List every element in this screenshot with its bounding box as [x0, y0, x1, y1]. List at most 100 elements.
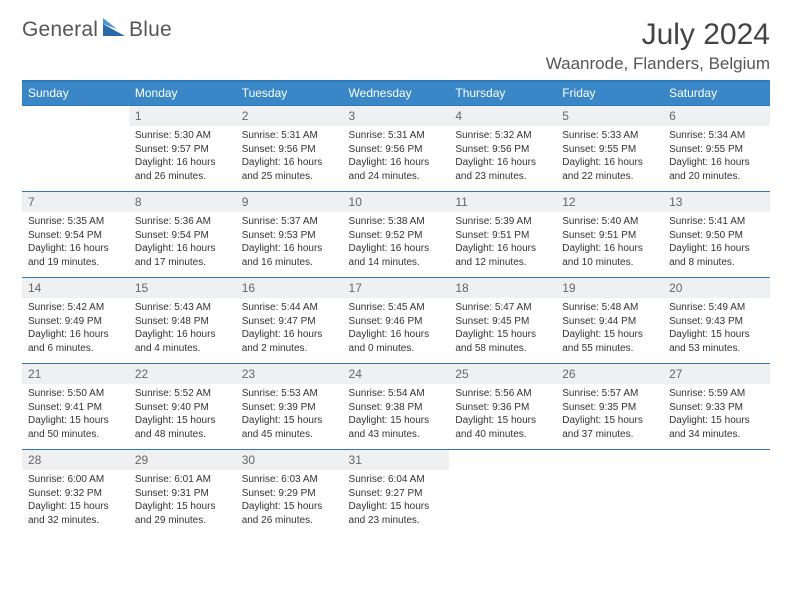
daylight-line: Daylight: 15 hours and 53 minutes. — [669, 328, 764, 355]
daylight-line: Daylight: 15 hours and 48 minutes. — [135, 414, 230, 441]
week-daynum-row: 21222324252627 — [22, 364, 770, 385]
sunset-line: Sunset: 9:33 PM — [669, 401, 764, 415]
day-number-cell: 10 — [343, 192, 450, 213]
day-info-cell: Sunrise: 5:30 AMSunset: 9:57 PMDaylight:… — [129, 126, 236, 192]
daylight-line: Daylight: 16 hours and 6 minutes. — [28, 328, 123, 355]
sunset-line: Sunset: 9:51 PM — [562, 229, 657, 243]
day-info-cell: Sunrise: 5:32 AMSunset: 9:56 PMDaylight:… — [449, 126, 556, 192]
sunrise-line: Sunrise: 5:33 AM — [562, 129, 657, 143]
day-info-cell — [556, 470, 663, 535]
sunset-line: Sunset: 9:40 PM — [135, 401, 230, 415]
daylight-line: Daylight: 16 hours and 14 minutes. — [349, 242, 444, 269]
day-info-cell: Sunrise: 5:40 AMSunset: 9:51 PMDaylight:… — [556, 212, 663, 278]
day-info-cell — [449, 470, 556, 535]
sunset-line: Sunset: 9:47 PM — [242, 315, 337, 329]
day-number-cell: 13 — [663, 192, 770, 213]
sunrise-line: Sunrise: 5:38 AM — [349, 215, 444, 229]
sunset-line: Sunset: 9:38 PM — [349, 401, 444, 415]
sunrise-line: Sunrise: 5:40 AM — [562, 215, 657, 229]
sunset-line: Sunset: 9:39 PM — [242, 401, 337, 415]
day-number-cell: 20 — [663, 278, 770, 299]
sunset-line: Sunset: 9:29 PM — [242, 487, 337, 501]
sunrise-line: Sunrise: 5:37 AM — [242, 215, 337, 229]
sunrise-line: Sunrise: 5:42 AM — [28, 301, 123, 315]
day-number-cell: 6 — [663, 106, 770, 127]
daylight-line: Daylight: 16 hours and 4 minutes. — [135, 328, 230, 355]
day-info-cell: Sunrise: 6:01 AMSunset: 9:31 PMDaylight:… — [129, 470, 236, 535]
daylight-line: Daylight: 16 hours and 16 minutes. — [242, 242, 337, 269]
daylight-line: Daylight: 15 hours and 34 minutes. — [669, 414, 764, 441]
day-number-cell — [556, 450, 663, 471]
week-info-row: Sunrise: 5:42 AMSunset: 9:49 PMDaylight:… — [22, 298, 770, 364]
week-info-row: Sunrise: 6:00 AMSunset: 9:32 PMDaylight:… — [22, 470, 770, 535]
sunset-line: Sunset: 9:45 PM — [455, 315, 550, 329]
day-header: Monday — [129, 81, 236, 106]
sunrise-line: Sunrise: 5:49 AM — [669, 301, 764, 315]
daylight-line: Daylight: 16 hours and 24 minutes. — [349, 156, 444, 183]
day-info-cell: Sunrise: 5:54 AMSunset: 9:38 PMDaylight:… — [343, 384, 450, 450]
daylight-line: Daylight: 15 hours and 37 minutes. — [562, 414, 657, 441]
day-info-cell: Sunrise: 5:36 AMSunset: 9:54 PMDaylight:… — [129, 212, 236, 278]
sunrise-line: Sunrise: 5:50 AM — [28, 387, 123, 401]
sunrise-line: Sunrise: 5:48 AM — [562, 301, 657, 315]
daylight-line: Daylight: 15 hours and 45 minutes. — [242, 414, 337, 441]
daylight-line: Daylight: 16 hours and 0 minutes. — [349, 328, 444, 355]
daylight-line: Daylight: 15 hours and 58 minutes. — [455, 328, 550, 355]
sunrise-line: Sunrise: 5:45 AM — [349, 301, 444, 315]
day-number-cell: 21 — [22, 364, 129, 385]
day-number-cell: 18 — [449, 278, 556, 299]
day-info-cell: Sunrise: 5:41 AMSunset: 9:50 PMDaylight:… — [663, 212, 770, 278]
sunset-line: Sunset: 9:35 PM — [562, 401, 657, 415]
sunrise-line: Sunrise: 5:32 AM — [455, 129, 550, 143]
sunrise-line: Sunrise: 5:44 AM — [242, 301, 337, 315]
daylight-line: Daylight: 16 hours and 25 minutes. — [242, 156, 337, 183]
sunset-line: Sunset: 9:50 PM — [669, 229, 764, 243]
day-number-cell: 9 — [236, 192, 343, 213]
day-number-cell — [663, 450, 770, 471]
day-info-cell: Sunrise: 5:31 AMSunset: 9:56 PMDaylight:… — [236, 126, 343, 192]
sunrise-line: Sunrise: 5:31 AM — [242, 129, 337, 143]
daylight-line: Daylight: 16 hours and 10 minutes. — [562, 242, 657, 269]
sunrise-line: Sunrise: 5:35 AM — [28, 215, 123, 229]
day-header: Thursday — [449, 81, 556, 106]
daylight-line: Daylight: 15 hours and 43 minutes. — [349, 414, 444, 441]
day-number-cell: 17 — [343, 278, 450, 299]
sunset-line: Sunset: 9:44 PM — [562, 315, 657, 329]
day-info-cell: Sunrise: 5:56 AMSunset: 9:36 PMDaylight:… — [449, 384, 556, 450]
day-number-cell: 2 — [236, 106, 343, 127]
location-text: Waanrode, Flanders, Belgium — [546, 54, 770, 74]
day-info-cell: Sunrise: 5:57 AMSunset: 9:35 PMDaylight:… — [556, 384, 663, 450]
day-number-cell: 14 — [22, 278, 129, 299]
week-daynum-row: 78910111213 — [22, 192, 770, 213]
day-number-cell: 7 — [22, 192, 129, 213]
calendar-body: 123456 Sunrise: 5:30 AMSunset: 9:57 PMDa… — [22, 106, 770, 536]
calendar-table: SundayMondayTuesdayWednesdayThursdayFrid… — [22, 80, 770, 535]
day-info-cell: Sunrise: 5:37 AMSunset: 9:53 PMDaylight:… — [236, 212, 343, 278]
day-info-cell: Sunrise: 5:47 AMSunset: 9:45 PMDaylight:… — [449, 298, 556, 364]
day-number-cell: 27 — [663, 364, 770, 385]
sunrise-line: Sunrise: 5:59 AM — [669, 387, 764, 401]
day-info-cell: Sunrise: 5:50 AMSunset: 9:41 PMDaylight:… — [22, 384, 129, 450]
header: General Blue July 2024 Waanrode, Flander… — [22, 18, 770, 74]
daylight-line: Daylight: 16 hours and 2 minutes. — [242, 328, 337, 355]
sunset-line: Sunset: 9:43 PM — [669, 315, 764, 329]
day-number-cell: 11 — [449, 192, 556, 213]
day-header: Wednesday — [343, 81, 450, 106]
sunset-line: Sunset: 9:56 PM — [455, 143, 550, 157]
sunrise-line: Sunrise: 6:04 AM — [349, 473, 444, 487]
title-block: July 2024 Waanrode, Flanders, Belgium — [546, 18, 770, 74]
day-header: Friday — [556, 81, 663, 106]
sunset-line: Sunset: 9:53 PM — [242, 229, 337, 243]
daylight-line: Daylight: 15 hours and 29 minutes. — [135, 500, 230, 527]
daylight-line: Daylight: 16 hours and 23 minutes. — [455, 156, 550, 183]
day-info-cell: Sunrise: 5:48 AMSunset: 9:44 PMDaylight:… — [556, 298, 663, 364]
sunset-line: Sunset: 9:51 PM — [455, 229, 550, 243]
daylight-line: Daylight: 16 hours and 17 minutes. — [135, 242, 230, 269]
sunrise-line: Sunrise: 5:52 AM — [135, 387, 230, 401]
day-info-cell: Sunrise: 5:49 AMSunset: 9:43 PMDaylight:… — [663, 298, 770, 364]
sunset-line: Sunset: 9:55 PM — [562, 143, 657, 157]
daylight-line: Daylight: 15 hours and 50 minutes. — [28, 414, 123, 441]
week-info-row: Sunrise: 5:50 AMSunset: 9:41 PMDaylight:… — [22, 384, 770, 450]
day-number-cell: 12 — [556, 192, 663, 213]
sunrise-line: Sunrise: 5:36 AM — [135, 215, 230, 229]
